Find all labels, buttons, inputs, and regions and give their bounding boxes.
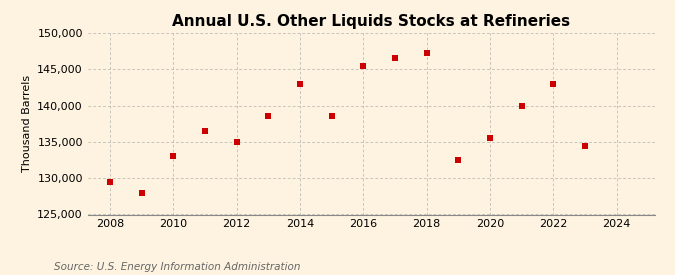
Point <box>485 136 495 141</box>
Point <box>580 143 591 148</box>
Point <box>294 82 305 86</box>
Point <box>453 158 464 162</box>
Point <box>136 191 147 195</box>
Point <box>232 140 242 144</box>
Y-axis label: Thousand Barrels: Thousand Barrels <box>22 75 32 172</box>
Title: Annual U.S. Other Liquids Stocks at Refineries: Annual U.S. Other Liquids Stocks at Refi… <box>172 14 570 29</box>
Point <box>326 114 337 119</box>
Point <box>263 114 273 119</box>
Point <box>168 154 179 159</box>
Point <box>200 129 211 133</box>
Point <box>516 103 527 108</box>
Text: Source: U.S. Energy Information Administration: Source: U.S. Energy Information Administ… <box>54 262 300 272</box>
Point <box>105 180 115 184</box>
Point <box>358 64 369 68</box>
Point <box>389 56 400 60</box>
Point <box>548 82 559 86</box>
Point <box>421 51 432 56</box>
